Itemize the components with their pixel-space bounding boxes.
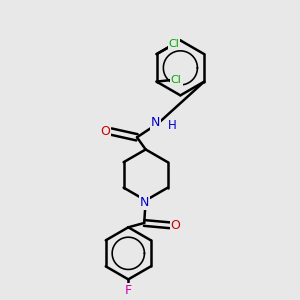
Text: Cl: Cl bbox=[169, 39, 179, 49]
Text: N: N bbox=[151, 116, 160, 129]
Text: Cl: Cl bbox=[171, 75, 182, 85]
Text: H: H bbox=[168, 119, 177, 132]
Text: F: F bbox=[125, 284, 132, 297]
Text: O: O bbox=[100, 125, 110, 138]
Text: N: N bbox=[140, 196, 149, 209]
Text: O: O bbox=[170, 219, 180, 232]
